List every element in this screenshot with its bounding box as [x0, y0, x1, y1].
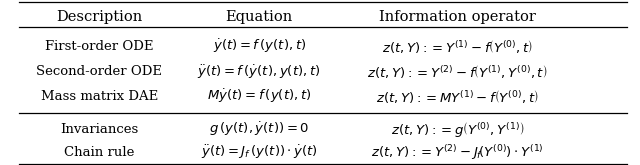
Text: Chain rule: Chain rule	[64, 146, 134, 159]
Text: Description: Description	[56, 10, 142, 24]
Text: Information operator: Information operator	[379, 10, 536, 24]
Text: $\dot{y}(t) = f\,(y(t),t)$: $\dot{y}(t) = f\,(y(t),t)$	[212, 37, 306, 55]
Text: $z(t,Y) := Y^{(2)} - J_f\!\left(Y^{(0)}\right) \cdot Y^{(1)}$: $z(t,Y) := Y^{(2)} - J_f\!\left(Y^{(0)}\…	[371, 143, 544, 162]
Text: Equation: Equation	[225, 10, 293, 24]
Text: $M\dot{y}(t) = f\,(y(t),t)$: $M\dot{y}(t) = f\,(y(t),t)$	[207, 88, 312, 105]
Text: $z(t,Y) := MY^{(1)} - f\left(Y^{(0)},t\right)$: $z(t,Y) := MY^{(1)} - f\left(Y^{(0)},t\r…	[376, 88, 539, 105]
Text: $z(t,Y) := Y^{(2)} - f\left(Y^{(1)},Y^{(0)},t\right)$: $z(t,Y) := Y^{(2)} - f\left(Y^{(1)},Y^{(…	[367, 63, 548, 80]
Text: $\ddot{y}(t) = J_f\,(y(t)) \cdot \dot{y}(t)$: $\ddot{y}(t) = J_f\,(y(t)) \cdot \dot{y}…	[201, 144, 317, 161]
Text: Mass matrix DAE: Mass matrix DAE	[40, 90, 158, 103]
Text: First-order ODE: First-order ODE	[45, 40, 154, 53]
Text: $g\,(y(t),\dot{y}(t)) = 0$: $g\,(y(t),\dot{y}(t)) = 0$	[209, 121, 309, 138]
Text: $\ddot{y}(t) = f\,(\dot{y}(t),y(t),t)$: $\ddot{y}(t) = f\,(\dot{y}(t),y(t),t)$	[198, 63, 321, 81]
Text: Second-order ODE: Second-order ODE	[36, 65, 162, 78]
Text: Invariances: Invariances	[60, 123, 138, 136]
Text: $z(t,Y) := g\left(Y^{(0)},Y^{(1)}\right)$: $z(t,Y) := g\left(Y^{(0)},Y^{(1)}\right)…	[391, 120, 524, 139]
Text: $z(t,Y) := Y^{(1)} - f\left(Y^{(0)},t\right)$: $z(t,Y) := Y^{(1)} - f\left(Y^{(0)},t\ri…	[382, 38, 533, 55]
